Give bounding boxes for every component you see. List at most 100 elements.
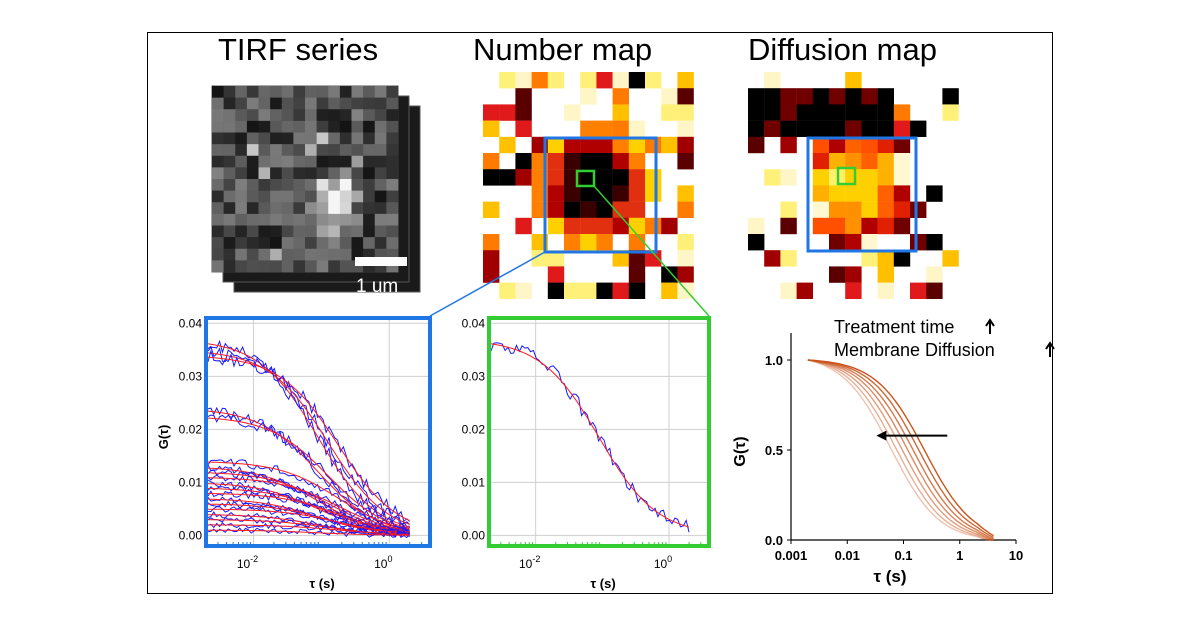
heatmap-cell xyxy=(628,153,646,170)
heatmap-cell xyxy=(596,136,613,154)
tirf-pixel xyxy=(212,167,224,180)
heatmap-cell xyxy=(580,169,597,186)
heatmap-cell xyxy=(483,266,500,283)
heatmap-cell xyxy=(812,201,830,218)
heatmap-cell xyxy=(877,282,894,299)
tirf-pixel xyxy=(328,132,341,145)
heatmap-cell xyxy=(596,185,613,202)
heatmap-cell xyxy=(748,217,765,235)
tirf-pixel xyxy=(258,86,271,98)
heatmap-cell xyxy=(661,217,678,235)
tirf-pixel xyxy=(328,167,341,180)
heatmap-cell xyxy=(877,266,894,283)
heatmap-cell xyxy=(564,185,581,202)
heatmap-cell xyxy=(812,217,830,235)
heatmap-cell xyxy=(812,185,830,202)
tirf-pixel xyxy=(293,225,306,238)
heatmap-cell xyxy=(893,153,911,170)
heatmap-cell xyxy=(580,234,597,251)
tirf-pixel xyxy=(386,97,399,110)
acf-fit-line xyxy=(208,508,410,534)
tirf-pixel xyxy=(246,120,259,133)
heatmap-cell xyxy=(845,153,862,170)
heatmap-cell xyxy=(893,120,911,137)
heatmap-cell xyxy=(893,169,911,186)
tirf-pixel xyxy=(293,167,306,180)
heatmap-cell xyxy=(926,185,943,202)
heatmap-cell xyxy=(499,282,516,299)
tirf-pixel xyxy=(363,179,376,191)
heatmap-cell xyxy=(580,185,597,202)
heatmap-cell xyxy=(612,282,629,299)
y-tick-label: 0.04 xyxy=(179,316,203,330)
tirf-pixel xyxy=(235,202,248,215)
tirf-pixel xyxy=(339,86,352,98)
heatmap-cell xyxy=(564,282,581,299)
tirf-pixel xyxy=(305,120,317,133)
y-axis-label: G(τ) xyxy=(156,425,171,450)
heatmap-cell xyxy=(861,169,878,186)
heatmap-cell xyxy=(796,88,813,105)
tirf-pixel xyxy=(223,120,236,133)
tirf-pixel xyxy=(246,190,259,203)
shift-arrow-head xyxy=(876,430,887,441)
tirf-pixel xyxy=(328,237,341,250)
heatmap-cell xyxy=(780,104,797,121)
heatmap-cell xyxy=(829,185,846,202)
tirf-title: TIRF series xyxy=(218,32,379,67)
tirf-pixel xyxy=(281,225,294,238)
heatmap-cell xyxy=(564,201,581,218)
y-tick-label: 0.00 xyxy=(179,528,203,542)
tirf-pixel xyxy=(246,260,259,273)
heatmap-cell xyxy=(677,201,694,218)
heatmap-cell xyxy=(628,266,646,283)
y-tick-label: 0.01 xyxy=(462,475,486,489)
tirf-pixel xyxy=(235,225,248,238)
heatmap-cell xyxy=(596,234,613,251)
tirf-pixel xyxy=(212,237,224,250)
heatmap-cell xyxy=(596,120,613,137)
heatmap-cell xyxy=(612,120,629,137)
tirf-pixel xyxy=(246,202,259,215)
x-tick-exponent: -2 xyxy=(532,554,540,564)
heatmap-cell xyxy=(677,72,694,89)
plot-area xyxy=(489,318,709,546)
tirf-pixel xyxy=(316,155,329,168)
tirf-pixel xyxy=(328,260,341,273)
heatmap-cell xyxy=(499,136,516,154)
tirf-pixel xyxy=(212,97,224,110)
tirf-pixel xyxy=(363,260,376,273)
tirf-pixel xyxy=(351,144,364,157)
tirf-pixel xyxy=(386,86,399,98)
heatmap-cell xyxy=(780,250,797,267)
tirf-pixel xyxy=(246,144,259,157)
tirf-pixel xyxy=(339,260,352,273)
acf-fit-line xyxy=(208,493,410,533)
tirf-pixel xyxy=(328,155,341,168)
tirf-pixel xyxy=(281,86,294,98)
tirf-pixel xyxy=(270,132,283,145)
x-tick-exponent: -2 xyxy=(250,554,258,564)
tirf-pixel xyxy=(235,248,248,261)
tirf-pixel xyxy=(305,190,317,203)
x-axis-label: τ (s) xyxy=(309,576,334,591)
tirf-pixel xyxy=(305,202,317,215)
heatmap-cell xyxy=(515,217,532,235)
tirf-pixel xyxy=(386,190,399,203)
tirf-pixel xyxy=(386,202,399,215)
heatmap-cell xyxy=(677,88,694,105)
tirf-pixel xyxy=(293,213,306,226)
tirf-pixel xyxy=(305,167,317,180)
tirf-pixel xyxy=(363,167,376,180)
tirf-pixel xyxy=(258,179,271,191)
tirf-pixel xyxy=(339,213,352,226)
heatmap-cell xyxy=(942,104,959,121)
tirf-pixel xyxy=(305,86,317,98)
tirf-pixel xyxy=(305,213,317,226)
tirf-pixel xyxy=(212,86,224,98)
tirf-pixel xyxy=(374,237,387,250)
heatmap-cell xyxy=(861,104,878,121)
tirf-pixel xyxy=(339,237,352,250)
heatmap-cell xyxy=(612,136,629,154)
number-map-heatmap xyxy=(483,72,694,299)
